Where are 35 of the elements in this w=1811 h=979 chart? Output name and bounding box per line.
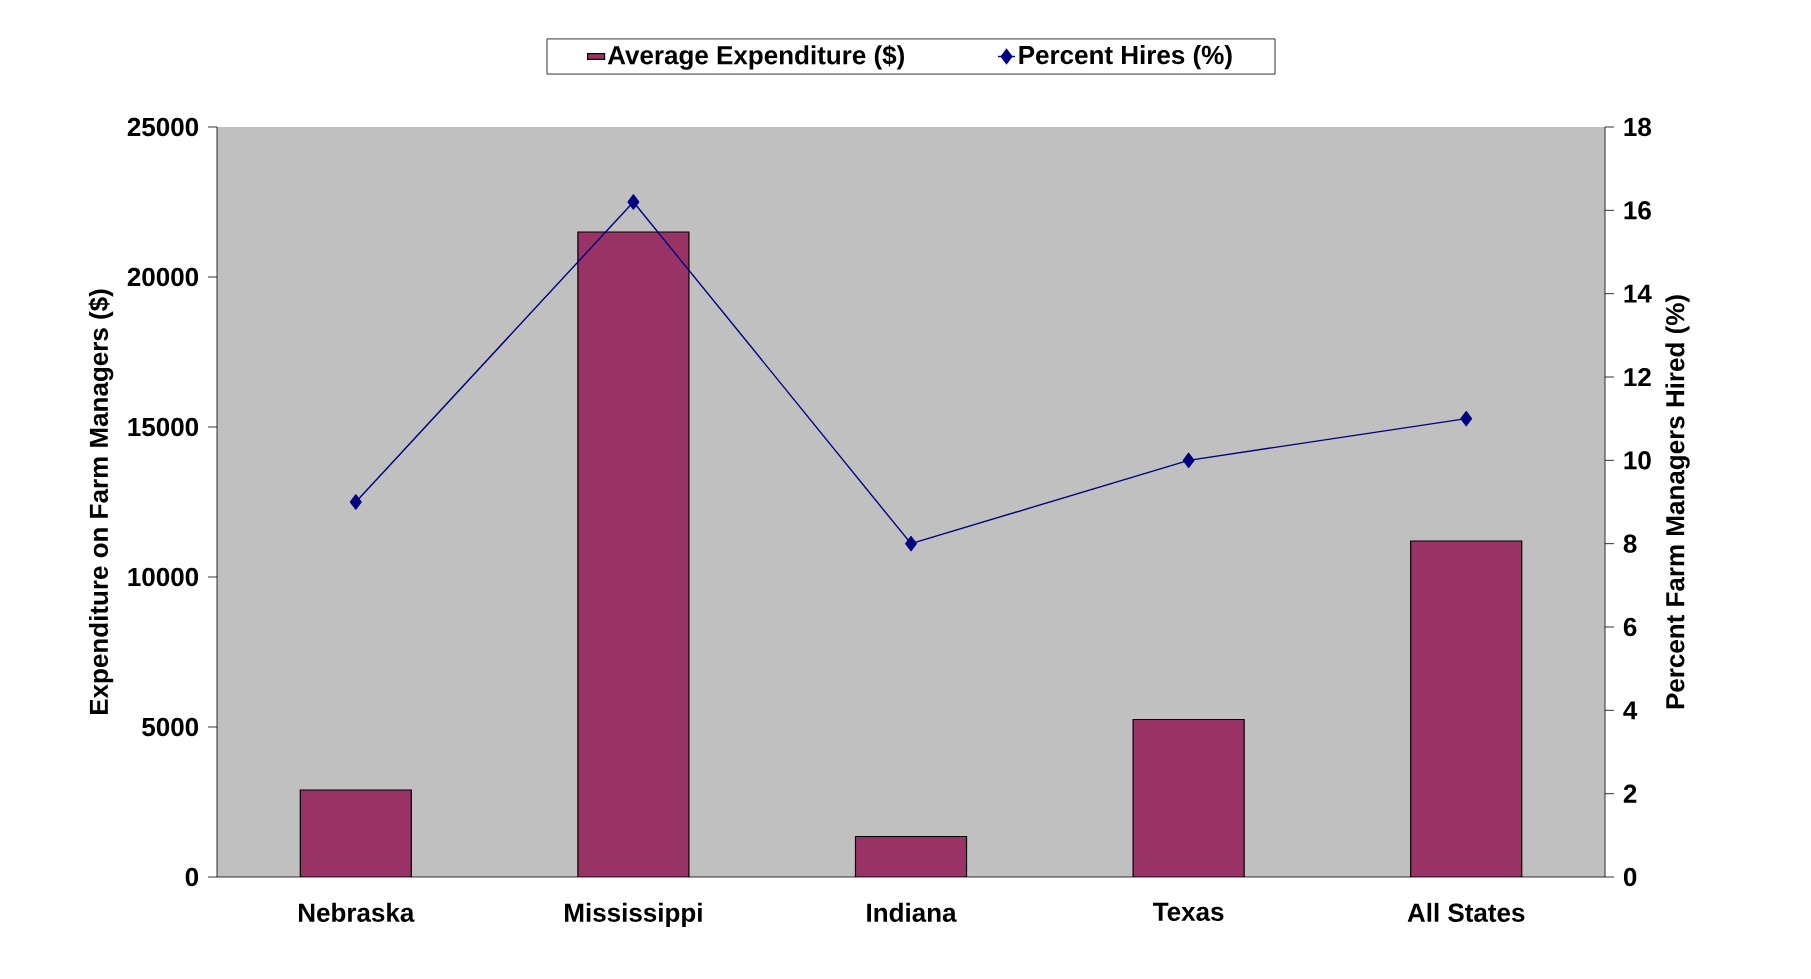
bar: [577, 231, 689, 877]
bar: [855, 836, 967, 877]
y2-tick-label: 12: [1624, 367, 1651, 387]
y-tick-label: 10000: [128, 567, 199, 587]
y2-axis-title: Percent Farm Managers Hired (%): [1665, 295, 1690, 709]
point: [1182, 452, 1195, 469]
y-tick-label: 15000: [128, 417, 199, 437]
x-tick-label: Nebraska: [299, 902, 415, 922]
y2-tick-label: 6: [1623, 617, 1637, 637]
x-tick-label: Texas: [1153, 902, 1224, 921]
y-tick-label: 0: [185, 867, 199, 887]
legend-label: Average Expenditure ($): [607, 44, 904, 70]
point: [627, 194, 640, 210]
point: [349, 494, 362, 510]
y2-tick-label: 8: [1623, 534, 1637, 553]
y-tick-label: 20000: [127, 267, 199, 287]
point: [905, 535, 917, 552]
y2-tick-label: 14: [1624, 284, 1652, 303]
y2-tick-label: 2: [1623, 784, 1637, 803]
bar: [1133, 719, 1245, 877]
y2-tick-label: 16: [1624, 201, 1651, 220]
y2-tick-label: 10: [1624, 451, 1651, 470]
y2-tick-label: 18: [1624, 117, 1651, 137]
y2-tick-label: 4: [1623, 701, 1638, 720]
bar: [300, 790, 412, 877]
legend-label: Percent Hires (%): [1019, 45, 1232, 70]
bar: [1410, 540, 1523, 877]
y-tick-label: 5000: [142, 717, 199, 737]
y2-tick-label: 0: [1623, 867, 1637, 887]
x-tick-label: All States: [1407, 902, 1525, 922]
y-axis-title: Expenditure on Farm Managers ($): [88, 289, 114, 715]
x-tick-label: Mississippi: [565, 902, 702, 928]
point: [1460, 410, 1473, 427]
y-tick-label: 25000: [127, 117, 199, 137]
x-tick-label: Indiana: [867, 902, 957, 922]
